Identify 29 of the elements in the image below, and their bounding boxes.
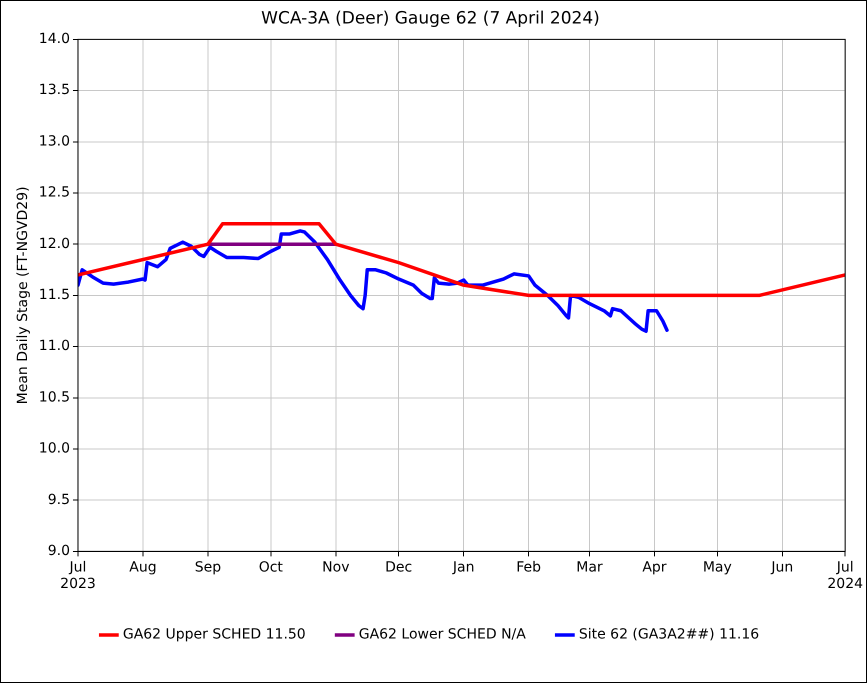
y-tick-label: 14.0 [38, 31, 70, 48]
y-tick-label: 13.5 [38, 82, 70, 98]
y-tick-label: 9.0 [48, 543, 70, 560]
x-tick-label: May [702, 559, 732, 576]
x-tick-label: Oct [258, 559, 284, 576]
x-tick-label: Jan [452, 559, 474, 576]
y-tick-label: 11.0 [38, 338, 70, 354]
x-tick-label: Jun [770, 559, 794, 576]
legend-label: Site 62 (GA3A2##) 11.16 [578, 626, 760, 643]
x-tick-label: Dec [385, 559, 412, 576]
y-tick-label: 10.0 [38, 440, 70, 457]
legend-label: GA62 Lower SCHED N/A [358, 626, 526, 643]
y-tick-label: 12.5 [38, 184, 70, 201]
y-axis-title: Mean Daily Stage (FT-NGVD29) [15, 186, 32, 404]
x-tick-label: Aug [129, 559, 157, 576]
chart-title: WCA-3A (Deer) Gauge 62 (7 April 2024) [261, 8, 600, 29]
x-tick-label: Sep [194, 559, 222, 576]
y-tick-label: 12.0 [38, 236, 70, 252]
x-tick-label: Mar [576, 559, 603, 576]
y-tick-label: 13.0 [38, 133, 70, 150]
y-tick-label: 9.5 [48, 492, 70, 508]
y-tick-label: 10.5 [38, 389, 70, 406]
x-tick-label: Jul 2024 [827, 559, 864, 592]
legend-label: GA62 Upper SCHED 11.50 [122, 626, 306, 643]
x-tick-label: Nov [322, 559, 350, 576]
y-tick-label: 11.5 [38, 287, 70, 304]
x-tick-label: Apr [642, 559, 667, 576]
x-tick-label: Feb [516, 559, 542, 576]
x-tick-label: Jul 2023 [60, 559, 96, 592]
